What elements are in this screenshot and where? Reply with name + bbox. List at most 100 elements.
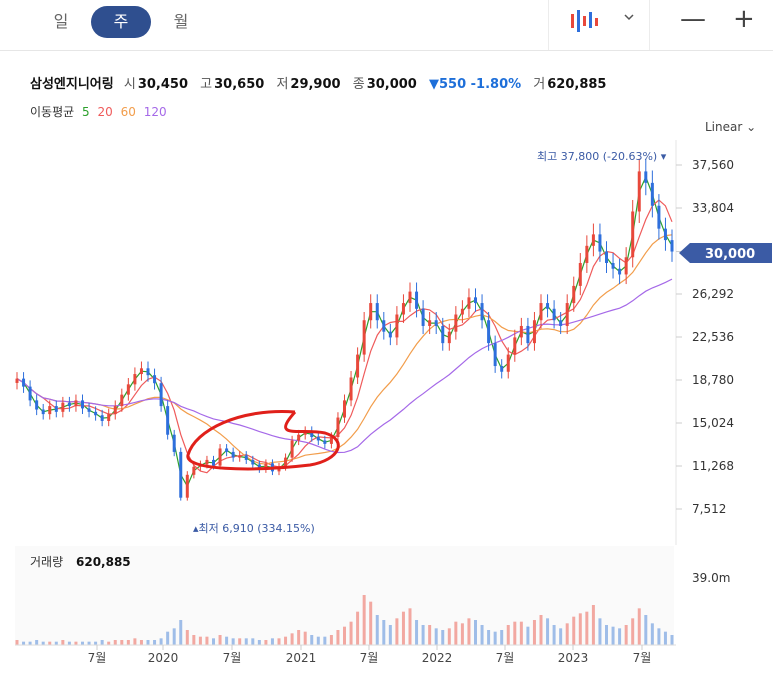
- candle-body: [369, 303, 373, 321]
- candle-body: [113, 406, 117, 415]
- volume-bar: [22, 641, 26, 645]
- candle-body: [454, 314, 458, 332]
- volume-bar: [441, 630, 445, 645]
- volume-bar: [67, 641, 71, 645]
- candle-body: [408, 291, 412, 304]
- zoom-out-button[interactable]: —: [680, 4, 706, 34]
- candle-body: [74, 400, 78, 407]
- volume-bar: [185, 630, 189, 645]
- x-tick-label: 2020: [148, 651, 179, 665]
- volume-bar: [637, 608, 641, 645]
- candle-body: [441, 325, 445, 344]
- candle-body: [644, 171, 648, 183]
- y-tick-label: 26,292: [692, 287, 734, 301]
- candle-body: [663, 228, 667, 241]
- volume-bar: [434, 628, 438, 645]
- volume-pane-label: 거래량: [30, 555, 63, 569]
- candle-body: [100, 415, 104, 421]
- volume-bar: [120, 640, 124, 645]
- candle-body: [323, 440, 327, 444]
- tab-month[interactable]: 월: [173, 12, 189, 31]
- volume-pane-value: 620,885: [76, 555, 131, 569]
- candle-body: [87, 408, 91, 412]
- chevron-down-icon: [624, 14, 634, 21]
- volume-bar: [493, 631, 497, 645]
- candle-body: [539, 303, 543, 321]
- low-value: 29,900: [290, 77, 341, 92]
- candle-body: [297, 434, 301, 441]
- candle-body: [382, 320, 386, 332]
- close-value: 30,000: [366, 77, 417, 92]
- y-tick-label: 18,780: [692, 373, 734, 387]
- tab-day[interactable]: 일: [53, 12, 69, 31]
- candle-body: [126, 384, 130, 395]
- candle-body: [81, 400, 84, 409]
- volume-bar: [343, 626, 346, 645]
- high-annotation: 최고 37,800 (-20.63%) ▾: [537, 150, 667, 163]
- candle-body: [513, 337, 517, 355]
- ma20-legend: 20: [97, 105, 113, 119]
- hand-drawn-circle-annotation: [186, 410, 340, 471]
- candle-body: [565, 303, 569, 326]
- candle-body: [153, 375, 157, 384]
- volume-bar: [251, 638, 255, 645]
- candle-body: [146, 368, 150, 376]
- scale-mode-dropdown[interactable]: Linear ⌄: [705, 120, 757, 134]
- volume-bar: [277, 638, 281, 645]
- x-tick-label: 7월: [496, 651, 515, 665]
- volume-bar: [395, 618, 399, 645]
- volume-bar: [598, 618, 602, 645]
- candle-body: [205, 459, 209, 465]
- volume-bar: [153, 640, 157, 645]
- candle-body: [657, 205, 661, 229]
- x-tick-label: 7월: [633, 651, 652, 665]
- volume-bar: [565, 623, 569, 645]
- volume-bar: [428, 625, 432, 645]
- volume-bar: [663, 631, 667, 645]
- candle-body: [231, 451, 235, 458]
- y-tick-label: 22,536: [692, 330, 734, 344]
- volume-bar: [192, 635, 196, 645]
- volume-bar: [572, 616, 576, 645]
- volume-bar: [454, 621, 458, 645]
- volume-bar: [54, 641, 58, 645]
- candle-body: [591, 234, 595, 246]
- volume-bar: [500, 630, 504, 645]
- zoom-in-button[interactable]: +: [733, 4, 755, 34]
- open-value: 30,450: [137, 77, 189, 92]
- chart-type-selector[interactable]: [548, 0, 650, 50]
- volume-bar: [526, 626, 530, 645]
- candle-body: [559, 320, 563, 326]
- tab-week[interactable]: 주: [91, 6, 151, 38]
- candle-body: [67, 402, 71, 407]
- volume-bar: [238, 638, 242, 645]
- volume-bar: [257, 640, 261, 645]
- x-tick-label: 7월: [88, 651, 107, 665]
- volume-bar: [552, 625, 556, 645]
- candle-body: [578, 262, 582, 286]
- candle-body: [605, 251, 608, 263]
- candle-body: [343, 400, 346, 418]
- stock-name: 삼성엔지니어링: [30, 77, 114, 92]
- volume-bar: [349, 621, 353, 645]
- ma60-legend: 60: [120, 105, 136, 119]
- volume-bar: [644, 615, 648, 645]
- volume-bar: [35, 640, 39, 645]
- candle-body: [506, 354, 510, 372]
- candle-body: [120, 394, 124, 407]
- volume-bar: [401, 611, 405, 645]
- volume-bar: [670, 635, 674, 645]
- volume-bar: [585, 611, 589, 645]
- candle-body: [611, 262, 615, 269]
- volume-bar: [611, 626, 615, 645]
- volume-bar: [408, 608, 412, 645]
- volume-bar: [539, 615, 543, 645]
- ma-legend-label: 이동평균: [30, 105, 75, 119]
- candle-body: [460, 308, 464, 315]
- volume-bar: [81, 641, 84, 645]
- candle-body: [218, 448, 222, 466]
- candle-body: [316, 437, 320, 441]
- candle-body: [624, 257, 628, 275]
- volume-bar: [631, 618, 635, 645]
